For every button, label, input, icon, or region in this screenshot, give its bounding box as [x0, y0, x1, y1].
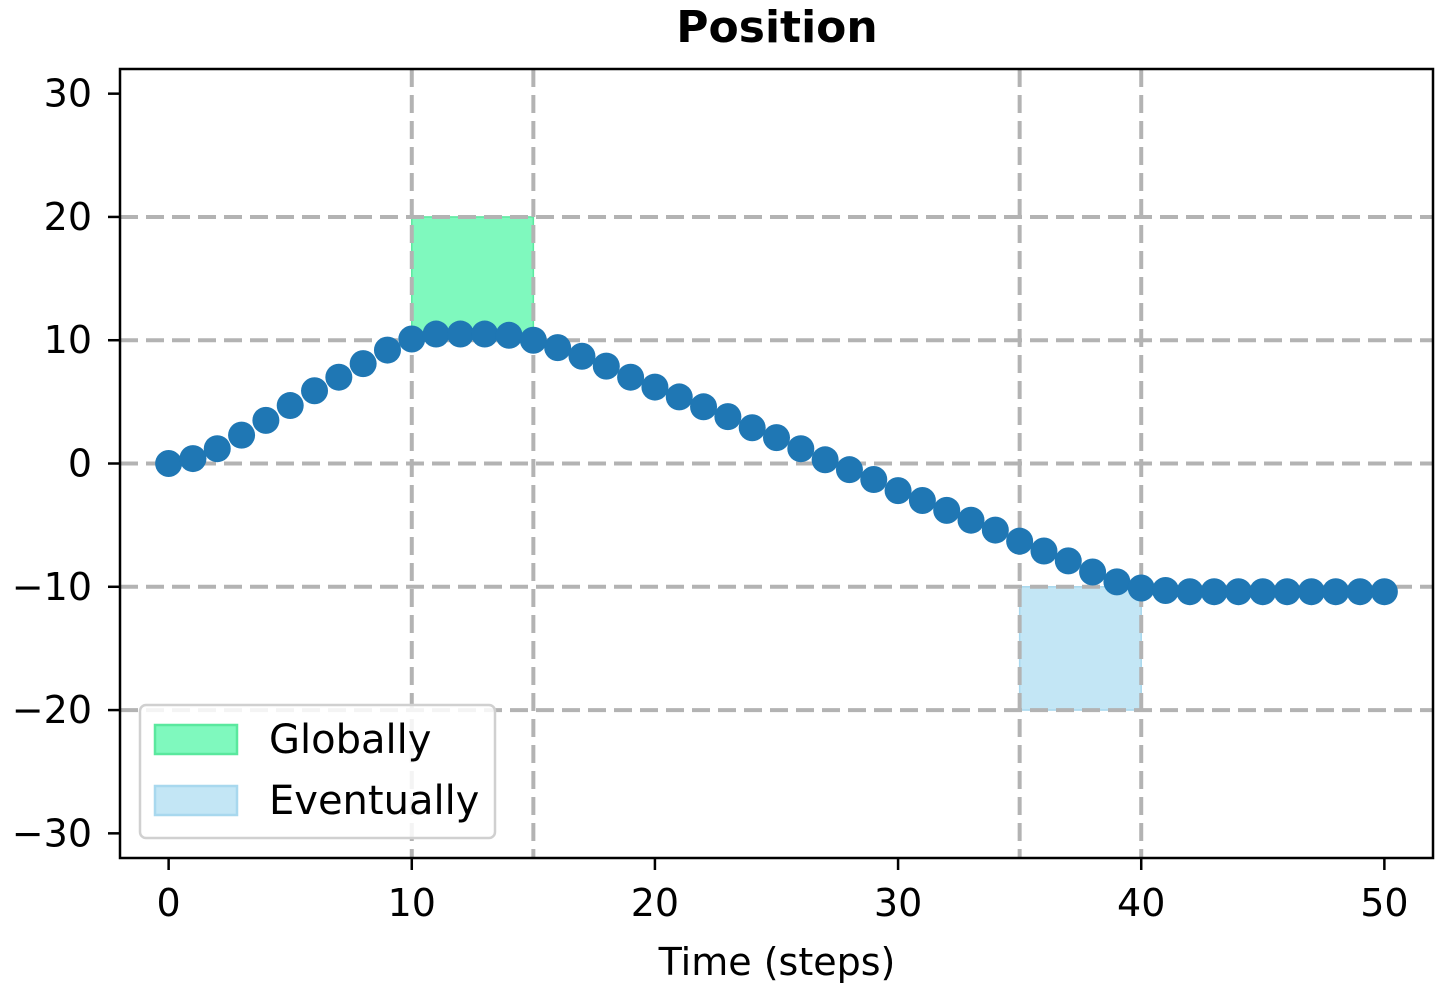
data-point: [398, 325, 426, 353]
y-tick-label: 0: [68, 442, 92, 486]
data-point: [884, 477, 912, 505]
data-point: [1030, 537, 1058, 565]
data-point: [301, 377, 329, 405]
data-point: [957, 506, 985, 534]
data-point: [179, 445, 207, 473]
data-point: [1079, 558, 1107, 586]
data-point: [155, 450, 183, 477]
plot-area: [120, 69, 1433, 858]
data-point: [811, 446, 839, 474]
x-tick-label: 40: [1117, 881, 1165, 925]
data-point: [1249, 578, 1277, 606]
data-point: [981, 516, 1009, 544]
data-point: [1006, 527, 1034, 555]
axis-ticks: 0 10 20 30 40 50 30 20 10 0 −10 −20 −30: [12, 72, 1409, 925]
data-point: [1224, 578, 1252, 606]
legend-label-eventually: Eventually: [269, 778, 479, 824]
data-point: [908, 486, 936, 514]
chart-title: Position: [676, 2, 877, 53]
data-point: [471, 320, 499, 348]
data-point: [738, 414, 766, 442]
data-point: [641, 373, 669, 401]
data-point: [1176, 578, 1204, 606]
data-point: [495, 321, 523, 349]
x-tick-label: 10: [388, 881, 436, 925]
data-point: [519, 326, 547, 354]
data-point: [1297, 578, 1325, 606]
data-point: [835, 456, 863, 484]
y-tick-label: 30: [44, 72, 92, 116]
data-point: [860, 466, 888, 494]
data-point: [1370, 578, 1398, 606]
x-tick-label: 20: [631, 881, 679, 925]
data-point: [617, 363, 645, 391]
data-point: [544, 334, 572, 362]
x-tick-label: 0: [157, 881, 181, 925]
data-point: [446, 320, 474, 348]
data-point: [422, 320, 450, 348]
data-point: [933, 496, 961, 524]
region-eventually: [1018, 586, 1142, 711]
data-point: [325, 363, 353, 391]
data-point: [1200, 578, 1228, 606]
data-point: [349, 350, 377, 378]
data-point: [252, 406, 280, 434]
data-point: [763, 424, 790, 452]
data-point: [1273, 578, 1301, 606]
data-point: [203, 435, 231, 463]
y-tick-label: −10: [12, 565, 92, 609]
data-point: [276, 392, 304, 420]
data-point: [1054, 547, 1082, 575]
y-tick-label: −20: [12, 688, 92, 732]
data-point: [373, 336, 401, 364]
data-point: [592, 352, 620, 380]
legend-swatch-globally: [153, 723, 239, 756]
data-point: [228, 421, 256, 449]
data-point: [1103, 568, 1131, 596]
data-point: [714, 403, 742, 431]
legend-swatch-eventually: [153, 784, 239, 817]
legend-label-globally: Globally: [269, 717, 431, 763]
y-tick-label: 10: [44, 318, 92, 362]
data-point: [1152, 576, 1180, 604]
x-axis-label: Time (steps): [658, 940, 896, 984]
data-point: [665, 383, 693, 411]
data-point: [787, 435, 815, 463]
data-point: [1346, 578, 1374, 606]
data-point: [690, 393, 718, 421]
legend: Globally Eventually: [138, 703, 497, 840]
y-tick-label: 20: [44, 195, 92, 239]
data-point: [1322, 578, 1350, 606]
data-point: [568, 342, 596, 370]
y-tick-label: −30: [12, 811, 92, 855]
x-tick-label: 50: [1360, 881, 1408, 925]
region-globally: [411, 216, 535, 341]
data-point: [1127, 574, 1155, 602]
x-tick-label: 30: [874, 881, 922, 925]
